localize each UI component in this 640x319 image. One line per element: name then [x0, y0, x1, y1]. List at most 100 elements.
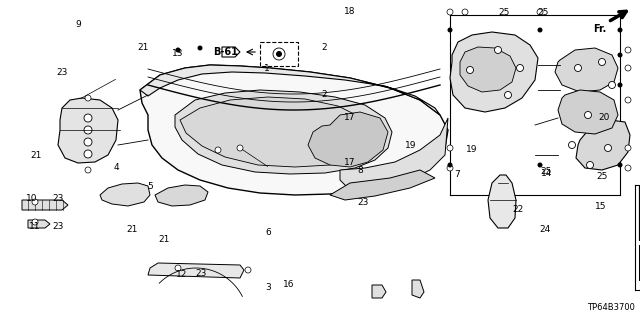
Text: 20: 20	[598, 113, 610, 122]
Text: 17: 17	[344, 158, 356, 167]
Text: 25: 25	[541, 167, 552, 176]
Text: 23: 23	[52, 194, 64, 203]
Text: 5: 5	[147, 182, 153, 191]
Polygon shape	[180, 97, 372, 167]
Polygon shape	[460, 47, 516, 92]
Circle shape	[276, 51, 282, 57]
Polygon shape	[148, 263, 244, 278]
Polygon shape	[22, 200, 68, 210]
Circle shape	[32, 199, 38, 205]
Circle shape	[84, 138, 92, 146]
Polygon shape	[412, 280, 424, 298]
Polygon shape	[555, 48, 618, 92]
Circle shape	[618, 162, 623, 167]
Circle shape	[625, 47, 631, 53]
Polygon shape	[576, 120, 630, 170]
Polygon shape	[140, 65, 448, 195]
Circle shape	[447, 27, 452, 33]
Circle shape	[495, 47, 502, 54]
Circle shape	[618, 53, 623, 57]
Text: 23: 23	[357, 198, 369, 207]
Polygon shape	[308, 112, 388, 167]
Circle shape	[598, 58, 605, 65]
Circle shape	[462, 9, 468, 15]
Circle shape	[575, 64, 582, 71]
Circle shape	[538, 27, 543, 33]
Text: 23: 23	[52, 222, 64, 231]
Circle shape	[85, 167, 91, 173]
Circle shape	[447, 9, 453, 15]
Text: 21: 21	[159, 235, 170, 244]
Polygon shape	[58, 98, 118, 163]
Circle shape	[447, 162, 452, 167]
Circle shape	[175, 48, 180, 53]
Text: 17: 17	[344, 113, 356, 122]
Text: 11: 11	[29, 222, 40, 231]
Circle shape	[85, 95, 91, 101]
Text: 4: 4	[114, 163, 120, 172]
Circle shape	[215, 147, 221, 153]
Polygon shape	[558, 90, 618, 134]
Text: 18: 18	[344, 7, 356, 16]
Text: Fr.: Fr.	[593, 24, 607, 34]
Polygon shape	[28, 220, 50, 228]
Circle shape	[625, 165, 631, 171]
Text: 8: 8	[357, 166, 363, 175]
Text: 10: 10	[26, 194, 37, 203]
Text: 21: 21	[138, 43, 149, 52]
Circle shape	[568, 142, 575, 149]
Text: 21: 21	[31, 151, 42, 160]
Text: 2: 2	[321, 90, 327, 99]
Circle shape	[245, 267, 251, 273]
Text: 25: 25	[538, 8, 549, 17]
Polygon shape	[222, 47, 240, 57]
Text: 23: 23	[195, 269, 207, 278]
Circle shape	[516, 64, 524, 71]
Polygon shape	[488, 175, 516, 228]
Circle shape	[467, 66, 474, 73]
Polygon shape	[450, 32, 538, 112]
Circle shape	[273, 48, 285, 60]
Circle shape	[625, 145, 631, 151]
Circle shape	[32, 219, 38, 225]
Text: TP64B3700: TP64B3700	[587, 303, 635, 312]
Circle shape	[84, 150, 92, 158]
Polygon shape	[155, 185, 208, 206]
Text: 19: 19	[466, 145, 477, 154]
Circle shape	[237, 145, 243, 151]
Circle shape	[605, 145, 611, 152]
Polygon shape	[175, 90, 392, 174]
Text: 3: 3	[266, 283, 271, 292]
Circle shape	[537, 9, 543, 15]
Polygon shape	[372, 285, 386, 298]
Circle shape	[586, 161, 593, 168]
Text: 1: 1	[264, 64, 270, 73]
Circle shape	[175, 265, 181, 271]
Text: 23: 23	[56, 68, 68, 77]
Text: 25: 25	[596, 172, 608, 181]
Text: 15: 15	[595, 202, 607, 211]
Polygon shape	[100, 183, 150, 206]
Text: 25: 25	[498, 8, 509, 17]
Text: 7: 7	[454, 170, 460, 179]
Text: 2: 2	[321, 43, 327, 52]
Circle shape	[84, 126, 92, 134]
Circle shape	[84, 114, 92, 122]
Text: 14: 14	[541, 169, 552, 178]
Text: 21: 21	[127, 225, 138, 234]
Circle shape	[584, 112, 591, 118]
Circle shape	[447, 145, 453, 151]
Text: 22: 22	[512, 205, 524, 214]
Circle shape	[538, 162, 543, 167]
Polygon shape	[140, 65, 440, 115]
Polygon shape	[340, 118, 448, 188]
Circle shape	[198, 46, 202, 50]
Text: B-61: B-61	[213, 47, 238, 57]
Circle shape	[504, 92, 511, 99]
Circle shape	[625, 65, 631, 71]
Polygon shape	[330, 170, 435, 200]
Text: 13: 13	[172, 49, 183, 58]
Circle shape	[618, 27, 623, 33]
Text: 6: 6	[266, 228, 271, 237]
Circle shape	[618, 83, 623, 87]
